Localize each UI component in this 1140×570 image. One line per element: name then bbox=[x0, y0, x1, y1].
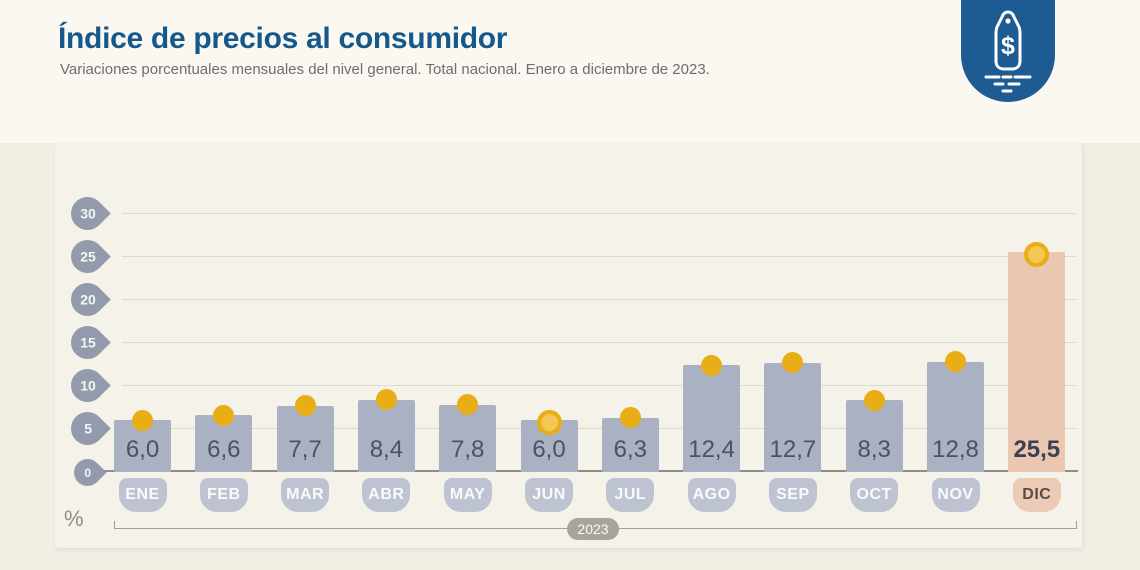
y-tick-10: 10 bbox=[64, 362, 111, 410]
y-tick-label: 15 bbox=[79, 334, 96, 351]
bar-ABR bbox=[357, 399, 415, 472]
value-label-NOV: 12,8 bbox=[932, 436, 979, 463]
marker-NOV bbox=[945, 351, 966, 373]
y-tick-label: 10 bbox=[79, 377, 96, 394]
value-label-AGO: 12,4 bbox=[688, 436, 735, 463]
value-label-SEP: 12,7 bbox=[769, 436, 817, 463]
value-label-ENE: 6,0 bbox=[125, 436, 160, 463]
y-tick-15: 15 bbox=[64, 319, 111, 367]
y-tick-label: 0 bbox=[84, 465, 91, 479]
price-tag-icon: $ bbox=[984, 10, 1032, 93]
month-tab-JUN: JUN bbox=[525, 478, 573, 512]
marker-SEP bbox=[782, 352, 804, 374]
month-tab-NOV: NOV bbox=[931, 478, 980, 512]
x-axis-line bbox=[102, 470, 1078, 472]
gridline-5 bbox=[122, 428, 1076, 430]
y-tick-30: 30 bbox=[64, 190, 111, 237]
marker-AGO bbox=[701, 354, 723, 376]
month-tab-SEP: SEP bbox=[768, 478, 817, 512]
marker-JUL bbox=[619, 407, 641, 429]
value-label-OCT: 8,3 bbox=[857, 436, 891, 463]
month-tab-ENE: ENE bbox=[118, 478, 167, 512]
page-title: Índice de precios al consumidor bbox=[58, 22, 508, 55]
marker-OCT bbox=[863, 389, 885, 411]
y-tick-label: 25 bbox=[79, 248, 96, 265]
month-tab-FEB: FEB bbox=[199, 478, 248, 512]
marker-ABR bbox=[375, 389, 397, 411]
value-label-JUL: 6,3 bbox=[613, 436, 647, 463]
bar-SEP bbox=[764, 362, 822, 472]
month-tab-DIC: DIC bbox=[1012, 478, 1061, 512]
month-tab-MAY: MAY bbox=[443, 478, 492, 512]
gridline-25 bbox=[122, 256, 1076, 257]
dollar-symbol: $ bbox=[1001, 32, 1015, 60]
y-tick-20: 20 bbox=[64, 276, 111, 323]
month-tab-AGO: AGO bbox=[687, 478, 736, 512]
value-label-MAR: 7,7 bbox=[288, 436, 322, 463]
brand-badge: $ bbox=[961, 0, 1055, 102]
gridline-10 bbox=[122, 385, 1076, 387]
y-tick-25: 25 bbox=[64, 233, 111, 280]
gridline-30 bbox=[122, 212, 1076, 214]
value-label-MAY: 7,8 bbox=[451, 436, 485, 463]
value-label-DIC: 25,5 bbox=[1013, 436, 1061, 463]
month-tab-JUL: JUL bbox=[606, 478, 655, 512]
value-label-FEB: 6,6 bbox=[207, 436, 241, 463]
marker-DIC bbox=[1024, 241, 1050, 267]
bar-DIC bbox=[1008, 252, 1066, 472]
year-badge: 2023 bbox=[567, 518, 619, 540]
y-tick-label: 20 bbox=[79, 291, 96, 308]
y-tick-label: 5 bbox=[83, 420, 92, 437]
month-tab-ABR: ABR bbox=[362, 478, 411, 512]
value-label-JUN: 6,0 bbox=[532, 436, 566, 463]
marker-JUN bbox=[536, 409, 562, 435]
bar-MAY bbox=[439, 404, 497, 472]
marker-MAY bbox=[457, 394, 479, 416]
header: Índice de precios al consumidor Variacio… bbox=[0, 0, 1140, 143]
bar-AGO bbox=[683, 365, 741, 472]
bar-OCT bbox=[845, 400, 903, 472]
gridline-20 bbox=[122, 299, 1076, 301]
month-tab-OCT: OCT bbox=[850, 478, 899, 512]
marker-FEB bbox=[213, 404, 235, 426]
bar-NOV bbox=[927, 361, 984, 472]
tag-shadow-dashes bbox=[984, 75, 1032, 93]
page-subtitle: Variaciones porcentuales mensuales del n… bbox=[60, 61, 710, 78]
y-tick-label: 30 bbox=[79, 205, 96, 222]
unit-label: % bbox=[64, 506, 84, 531]
marker-MAR bbox=[294, 395, 316, 417]
bar-MAR bbox=[276, 405, 334, 472]
marker-ENE bbox=[132, 409, 153, 431]
value-label-ABR: 8,4 bbox=[369, 436, 404, 463]
gridline-15 bbox=[122, 342, 1076, 344]
month-tab-MAR: MAR bbox=[281, 478, 330, 512]
